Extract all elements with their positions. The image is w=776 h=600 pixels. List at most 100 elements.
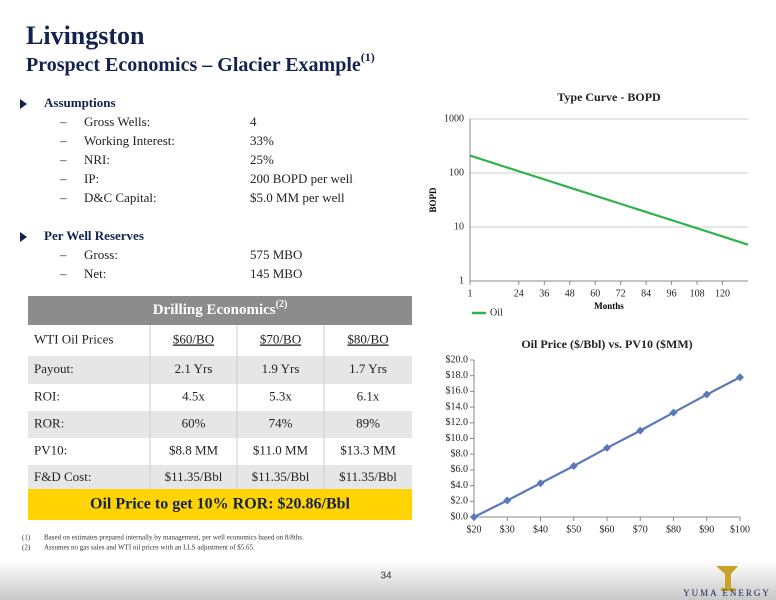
y-tick-label: $4.0 [451, 480, 469, 491]
table-row-label: F&D Cost: [34, 469, 91, 484]
table-title-bg [28, 296, 412, 325]
y-tick-label: $20.0 [446, 354, 469, 365]
subtitle-note: (1) [361, 50, 375, 64]
table-cell: 6.1x [357, 388, 380, 403]
table-cell: $11.0 MM [253, 442, 309, 457]
point-marker [536, 479, 545, 488]
table-title: Drilling Economics(2) [153, 299, 288, 318]
table-row-label: WTI Oil Prices [34, 331, 113, 346]
logo-icon [716, 566, 738, 591]
x-tick-label: 60 [590, 288, 600, 299]
table-cell: 2.1 Yrs [175, 361, 213, 376]
footnote: Assumes no gas sales and WTI oil prices … [44, 544, 255, 552]
x-tick-label: $100 [730, 524, 750, 535]
x-tick-label: 1 [468, 288, 473, 299]
x-tick-label: 84 [641, 288, 651, 299]
table-cell: 74% [269, 415, 293, 430]
logo-text: YUMA ENERGY [683, 588, 771, 598]
list-heading: Per Well Reserves [44, 228, 144, 243]
item-value: 200 BOPD per well [250, 171, 353, 186]
x-tick-label: $60 [600, 524, 615, 535]
table-cell: $60/BO [173, 331, 214, 346]
table-row-label: PV10: [34, 442, 67, 457]
x-tick-label: 120 [715, 288, 730, 299]
item-label: Net: [84, 266, 106, 281]
table-cell: $8.8 MM [169, 442, 219, 457]
x-tick-label: $50 [566, 524, 581, 535]
item-value: 4 [250, 114, 257, 129]
chart-title: Type Curve - BOPD [557, 90, 661, 104]
table-cell: $11.35/Bbl [165, 469, 223, 484]
table-row-bg [28, 438, 412, 465]
y-tick-label: $2.0 [451, 496, 469, 507]
item-value: 575 MBO [250, 247, 302, 262]
dash: – [59, 247, 67, 262]
x-tick-label: $70 [633, 524, 648, 535]
slide-subtitle: Prospect Economics – Glacier Example(1) [26, 50, 375, 76]
table-cell: $13.3 MM [340, 442, 396, 457]
x-tick-label: $80 [666, 524, 681, 535]
point-marker [736, 373, 744, 382]
table-cell: 1.7 Yrs [349, 361, 387, 376]
subtitle-text: Prospect Economics – Glacier Example [26, 54, 361, 76]
x-tick-label: $90 [699, 524, 714, 535]
x-tick-label: 36 [539, 288, 549, 299]
y-tick-label: $8.0 [451, 448, 469, 459]
table-row-bg [28, 325, 412, 356]
y-tick-label: 10 [454, 221, 464, 232]
table-row-bg [28, 384, 412, 411]
table-cell: $70/BO [260, 331, 301, 346]
item-value: 33% [250, 133, 274, 148]
y-tick-label: $18.0 [446, 370, 469, 381]
x-tick-label: $40 [533, 524, 548, 535]
point-marker [636, 426, 645, 435]
table-row-bg [28, 411, 412, 438]
x-tick-label: 72 [616, 288, 626, 299]
list-heading: Assumptions [44, 95, 116, 110]
table-cell: 5.3x [269, 388, 292, 403]
table-row-label: ROI: [34, 388, 60, 403]
y-tick-label: $14.0 [446, 401, 469, 412]
y-tick-label: $6.0 [451, 464, 469, 475]
x-tick-label: 24 [514, 288, 524, 299]
banner-bg [28, 489, 412, 520]
table-row-bg [28, 356, 412, 384]
banner: Oil Price to get 10% ROR: $20.86/Bbl [90, 496, 351, 513]
table-row-label: Payout: [34, 361, 74, 376]
point-marker [702, 390, 711, 399]
y-tick-label: 1 [459, 275, 464, 286]
legend-label: Oil [490, 307, 503, 318]
table-cell: 1.9 Yrs [262, 361, 300, 376]
item-label: Working Interest: [84, 133, 175, 148]
item-label: IP: [84, 171, 99, 186]
y-axis-label: BOPD [428, 187, 438, 213]
slide-title: Livingston [26, 21, 145, 50]
item-value: 25% [250, 152, 274, 167]
x-tick-label: 48 [565, 288, 575, 299]
bullet-arrow [20, 99, 27, 109]
point-marker [470, 513, 478, 521]
item-label: Gross: [84, 247, 118, 262]
item-label: Gross Wells: [84, 114, 150, 129]
footer-band [0, 560, 776, 600]
y-tick-label: $10.0 [446, 433, 469, 444]
x-tick-label: 96 [667, 288, 677, 299]
page-number: 34 [380, 571, 392, 582]
dash: – [59, 171, 67, 186]
item-label: D&C Capital: [84, 190, 157, 205]
dash: – [59, 133, 67, 148]
x-tick-label: 108 [690, 288, 705, 299]
dash: – [59, 114, 67, 129]
table-title-text: Drilling Economics [153, 302, 276, 318]
table-cell: $80/BO [347, 331, 388, 346]
y-tick-label: $16.0 [446, 386, 469, 397]
x-tick-label: $20 [467, 524, 482, 535]
table-title-note: (2) [276, 299, 288, 310]
table-cell: 4.5x [182, 388, 205, 403]
y-tick-label: $12.0 [446, 417, 469, 428]
point-marker [669, 408, 678, 417]
point-marker [603, 443, 611, 452]
dash: – [59, 266, 67, 281]
series-line [469, 154, 749, 246]
